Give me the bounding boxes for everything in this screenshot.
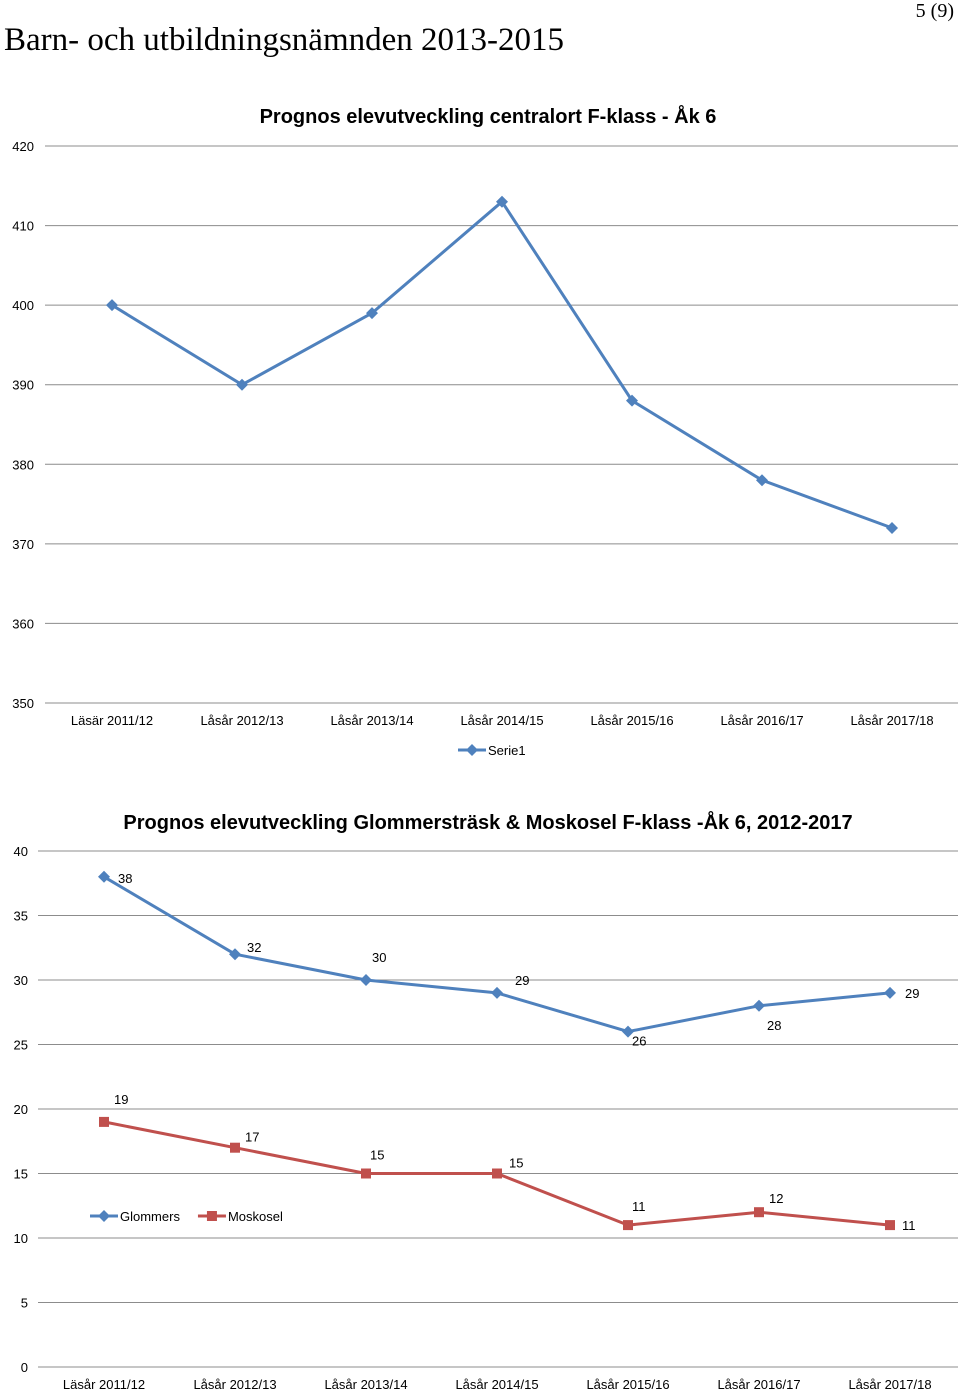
data-point	[754, 1207, 764, 1218]
y-tick-label: 410	[12, 219, 34, 234]
x-tick-label: Läsår 2011/12	[63, 1377, 145, 1392]
x-tick-label: Låsår 2012/13	[193, 1377, 276, 1392]
y-tick-label: 400	[12, 298, 34, 313]
y-tick-label: 10	[14, 1231, 28, 1246]
x-tick-label: Låsår 2017/18	[848, 1377, 931, 1392]
y-tick-label: 390	[12, 378, 34, 393]
chart-title: Prognos elevutveckling Glommersträsk & M…	[123, 810, 852, 834]
data-point	[622, 1025, 634, 1038]
x-tick-label: Låsår 2012/13	[200, 713, 283, 728]
x-tick-label: Låsår 2014/15	[455, 1377, 538, 1392]
page-number: 5 (9)	[915, 0, 954, 22]
data-point	[98, 870, 110, 883]
x-tick-label: Låsår 2013/14	[324, 1377, 407, 1392]
y-tick-label: 35	[14, 909, 28, 924]
document-title: Barn- och utbildningsnämnden 2013-2015	[4, 22, 565, 58]
data-point	[623, 1220, 633, 1231]
data-label: 26	[632, 1034, 646, 1049]
data-point	[496, 195, 508, 208]
data-label: 19	[114, 1092, 128, 1107]
data-label: 30	[372, 950, 386, 965]
y-tick-label: 380	[12, 457, 34, 472]
x-tick-label: Läsär 2011/12	[71, 713, 153, 728]
series-line	[103, 875, 891, 1034]
x-tick-label: Låsår 2015/16	[590, 713, 673, 728]
y-tick-label: 40	[14, 844, 28, 859]
legend-label: Moskosel	[228, 1209, 283, 1224]
data-label: 17	[245, 1130, 259, 1145]
data-label: 15	[509, 1156, 523, 1171]
data-point	[236, 378, 248, 391]
data-point	[360, 974, 372, 986]
x-tick-label: Låsår 2014/15	[460, 713, 543, 728]
data-point	[361, 1168, 371, 1179]
chart-centralort: 350 360 370 380 390 400 410 420 Läsär 2011/12 Lås…	[12, 104, 958, 758]
chart-glommers-moskosel: 0 5 10 15 20 25 30 35 40 Läsår 2011/12 Låsår 2012/…	[14, 810, 958, 1392]
data-label: 12	[769, 1191, 783, 1206]
legend-label: Glommers	[120, 1209, 180, 1224]
x-tick-label: Låsår 2016/17	[717, 1377, 800, 1392]
x-tick-label: Låsår 2013/14	[330, 713, 413, 728]
y-tick-label: 360	[12, 616, 34, 631]
data-label: 11	[632, 1199, 646, 1214]
data-label: 38	[118, 871, 132, 886]
y-tick-label: 20	[14, 1102, 28, 1117]
y-tick-label: 25	[14, 1038, 28, 1053]
data-point	[885, 1220, 895, 1231]
data-point	[884, 986, 896, 999]
chart-title: Prognos elevutveckling centralort F-klas…	[260, 104, 717, 128]
data-point	[753, 999, 765, 1012]
data-point	[626, 394, 638, 407]
data-point	[229, 948, 241, 961]
y-tick-label: 0	[21, 1360, 28, 1375]
data-point	[99, 1116, 109, 1127]
y-tick-label: 350	[12, 696, 34, 711]
legend-marker	[206, 1211, 217, 1221]
y-tick-label: 370	[12, 537, 34, 552]
data-label: 32	[247, 940, 261, 955]
y-tick-label: 5	[21, 1296, 28, 1311]
data-label: 11	[902, 1218, 916, 1233]
data-label: 15	[370, 1148, 384, 1163]
legend-marker	[466, 744, 478, 756]
data-point	[492, 1168, 502, 1179]
data-point	[230, 1142, 240, 1153]
x-tick-label: Låsår 2017/18	[850, 713, 933, 728]
data-point	[886, 521, 898, 534]
y-tick-label: 30	[14, 973, 28, 988]
data-point	[366, 307, 378, 320]
y-tick-label: 420	[12, 139, 34, 154]
series-line	[111, 200, 893, 530]
legend-label: Serie1	[488, 743, 526, 758]
data-point	[491, 986, 503, 999]
data-label: 28	[767, 1018, 781, 1033]
data-label: 29	[515, 973, 529, 988]
data-point	[756, 474, 768, 487]
y-tick-label: 15	[14, 1167, 28, 1182]
data-label: 29	[905, 986, 919, 1001]
x-tick-label: Låsår 2015/16	[586, 1377, 669, 1392]
data-point	[106, 299, 118, 312]
x-tick-label: Låsår 2016/17	[720, 713, 803, 728]
legend-marker	[98, 1210, 110, 1222]
